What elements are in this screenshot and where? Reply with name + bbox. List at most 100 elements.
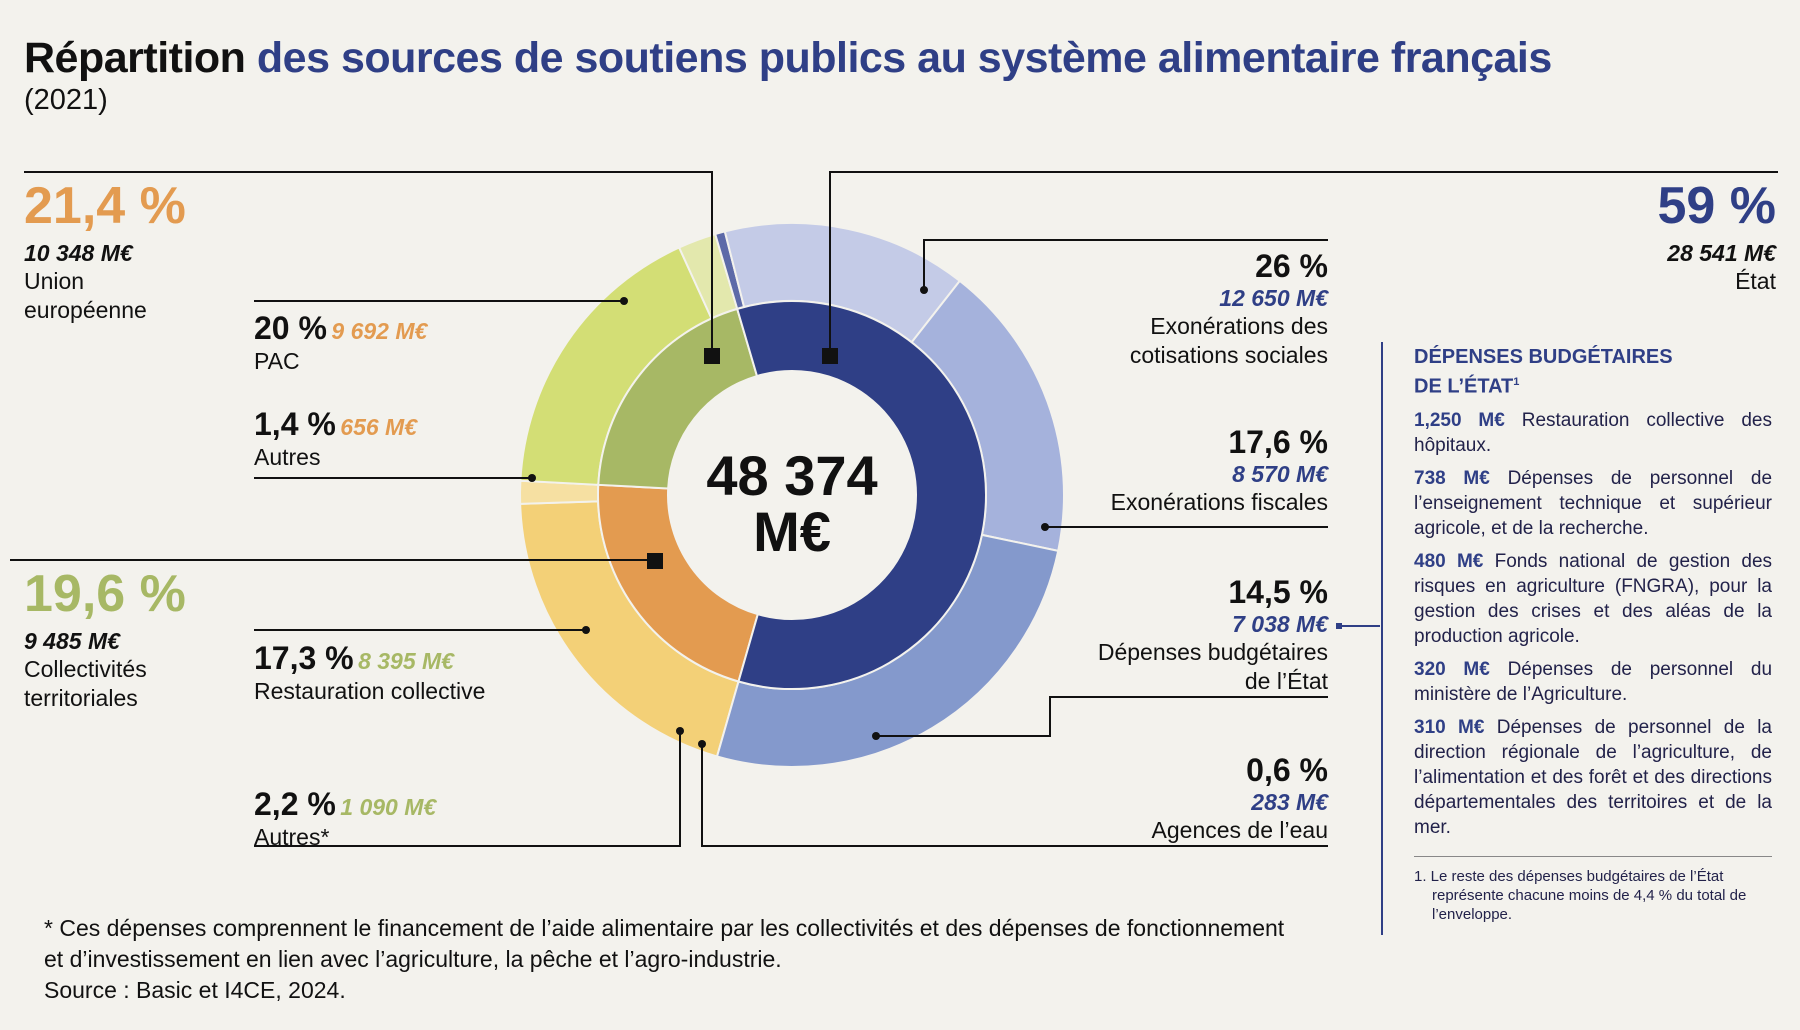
etat-label: État — [1735, 268, 1776, 294]
pac-pct: 20 % — [254, 310, 327, 346]
budget-label-1: Dépenses budgétaires — [1097, 639, 1328, 665]
resto-amount: 8 395 M€ — [358, 648, 454, 674]
center-total: 48 374 M€ — [692, 448, 892, 560]
sidebar-item: 1,250 M€ Restauration collective des hôp… — [1414, 408, 1772, 458]
pac-amount: 9 692 M€ — [331, 318, 428, 344]
dot-pac — [620, 297, 628, 305]
etat-amount: 28 541 M€ — [1667, 240, 1776, 266]
sidebar-item: 320 M€ Dépenses de personnel du ministèr… — [1414, 657, 1772, 707]
item-eau: 0,6 % 283 M€ Agences de l’eau — [1028, 752, 1328, 845]
group-ct: 19,6 % 9 485 M€ Collectivités territoria… — [24, 568, 186, 713]
eau-pct: 0,6 % — [1246, 752, 1328, 788]
item-pac: 20 % 9 692 M€ PAC — [254, 310, 427, 376]
resto-label: Restauration collective — [254, 678, 486, 704]
autres-ct-pct: 2,2 % — [254, 786, 336, 822]
eau-label: Agences de l’eau — [1151, 817, 1328, 843]
sidebar-item-amount: 1,250 M€ — [1414, 409, 1505, 431]
donut-hole — [668, 371, 916, 619]
outer-ring — [519, 222, 1065, 768]
item-autres-ue: 1,4 % 656 M€ Autres — [254, 406, 417, 472]
footer-note-2: et d’investissement en lien avec l’agric… — [44, 946, 782, 972]
footer-source: Source : Basic et I4CE, 2024. — [44, 977, 346, 1003]
leader-autres-ct — [254, 731, 681, 847]
sidebar-budget-details: DÉPENSES BUDGÉTAIRES DE L’ÉTAT1 1,250 M€… — [1414, 345, 1772, 924]
sidebar-item-amount: 738 M€ — [1414, 467, 1490, 489]
leader-lines — [10, 171, 1778, 935]
leader-budget — [876, 696, 1328, 737]
footer: * Ces dépenses comprennent le financemen… — [44, 913, 1364, 1006]
ct-amount: 9 485 M€ — [24, 628, 120, 654]
autres-ue-label: Autres — [254, 444, 321, 470]
sidebar-heading-2: DE L’ÉTAT1 — [1414, 370, 1772, 400]
marker-ct — [647, 553, 663, 569]
dot-resto — [582, 626, 590, 634]
center-total-value: 48 374 — [706, 444, 878, 507]
autres-ct-label: Autres* — [254, 824, 330, 850]
footer-note-1: * Ces dépenses comprennent le financemen… — [44, 915, 1285, 941]
ct-label-1: Collectivités — [24, 656, 147, 682]
leader-etat — [829, 171, 1778, 356]
dot-eau — [698, 740, 706, 748]
eau-amount: 283 M€ — [1251, 789, 1328, 815]
etat-pct: 59 % — [1657, 177, 1776, 235]
page-title: Répartition des sources de soutiens publ… — [24, 34, 1552, 83]
dot-budget — [872, 732, 880, 740]
sidebar-item-text: Dépenses de personnel du ministère de l’… — [1414, 658, 1773, 705]
cotis-label-2: cotisations sociales — [1129, 342, 1328, 368]
dot-sidebar — [1336, 623, 1342, 629]
sidebar-item: 310 M€ Dépenses de personnel de la direc… — [1414, 715, 1772, 840]
sidebar-heading-2-text: DE L’ÉTAT — [1414, 375, 1514, 398]
item-fisc: 17,6 % 8 570 M€ Exonérations fiscales — [1028, 424, 1328, 517]
cotis-label-1: Exonérations des — [1150, 313, 1328, 339]
ue-label-1: Union — [24, 268, 85, 294]
item-budget: 14,5 % 7 038 M€ Dépenses budgétaires de … — [1028, 574, 1328, 696]
title-bold: Répartition — [24, 34, 246, 82]
ct-pct: 19,6 % — [24, 565, 186, 623]
leader-eau — [701, 744, 1328, 847]
title-year: (2021) — [24, 84, 108, 116]
item-autres-ct: 2,2 % 1 090 M€ Autres* — [254, 786, 436, 852]
sidebar-item-text: Restauration collective des hôpitaux. — [1414, 409, 1772, 456]
sidebar-item-text: Dépenses de personnel de l’enseignement … — [1414, 467, 1773, 539]
dot-autres-ct — [676, 727, 684, 735]
marker-etat — [822, 348, 838, 364]
sidebar-item: 738 M€ Dépenses de personnel de l’enseig… — [1414, 466, 1772, 541]
autres-ct-amount: 1 090 M€ — [340, 794, 437, 820]
dot-cotis — [920, 286, 928, 294]
cotis-pct: 26 % — [1255, 248, 1328, 284]
resto-pct: 17,3 % — [254, 640, 354, 676]
fisc-amount: 8 570 M€ — [1232, 461, 1328, 487]
budget-amount: 7 038 M€ — [1232, 611, 1328, 637]
ct-label-2: territoriales — [24, 685, 138, 711]
item-resto: 17,3 % 8 395 M€ Restauration collective — [254, 640, 485, 706]
cotis-amount: 12 650 M€ — [1219, 285, 1328, 311]
sidebar-heading-sup: 1 — [1513, 376, 1520, 388]
marker-ue — [704, 348, 720, 364]
leader-cotis — [923, 239, 1328, 290]
title-rest: des sources de soutiens publics au systè… — [256, 34, 1552, 82]
sidebar-bracket — [1336, 342, 1383, 935]
fisc-pct: 17,6 % — [1228, 424, 1328, 460]
budget-label-2: de l’État — [1244, 668, 1328, 694]
sidebar-item: 480 M€ Fonds national de gestion des ris… — [1414, 549, 1772, 649]
leader-markers — [528, 286, 1342, 748]
group-ue: 21,4 % 10 348 M€ Union européenne — [24, 180, 186, 325]
sidebar-heading: DÉPENSES BUDGÉTAIRES DE L’ÉTAT1 — [1414, 345, 1772, 400]
sidebar-item-amount: 310 M€ — [1414, 716, 1485, 738]
fisc-label: Exonérations fiscales — [1110, 489, 1328, 515]
autres-ue-pct: 1,4 % — [254, 406, 336, 442]
pac-label: PAC — [254, 348, 300, 374]
ue-amount: 10 348 M€ — [24, 240, 133, 266]
ue-label-2: européenne — [24, 297, 147, 323]
sidebar-item-text: Dépenses de personnel de la direction ré… — [1414, 716, 1772, 838]
budget-pct: 14,5 % — [1228, 574, 1328, 610]
item-cotis: 26 % 12 650 M€ Exonérations des cotisati… — [1028, 248, 1328, 370]
sidebar-item-amount: 320 M€ — [1414, 658, 1490, 680]
leader-ue — [24, 171, 713, 356]
group-etat: 59 % 28 541 M€ État — [1560, 180, 1776, 296]
center-total-unit: M€ — [753, 500, 831, 563]
autres-ue-amount: 656 M€ — [340, 414, 417, 440]
ue-pct: 21,4 % — [24, 177, 186, 235]
sidebar-footnote: 1. Le reste des dépenses budgétaires de … — [1414, 855, 1772, 924]
